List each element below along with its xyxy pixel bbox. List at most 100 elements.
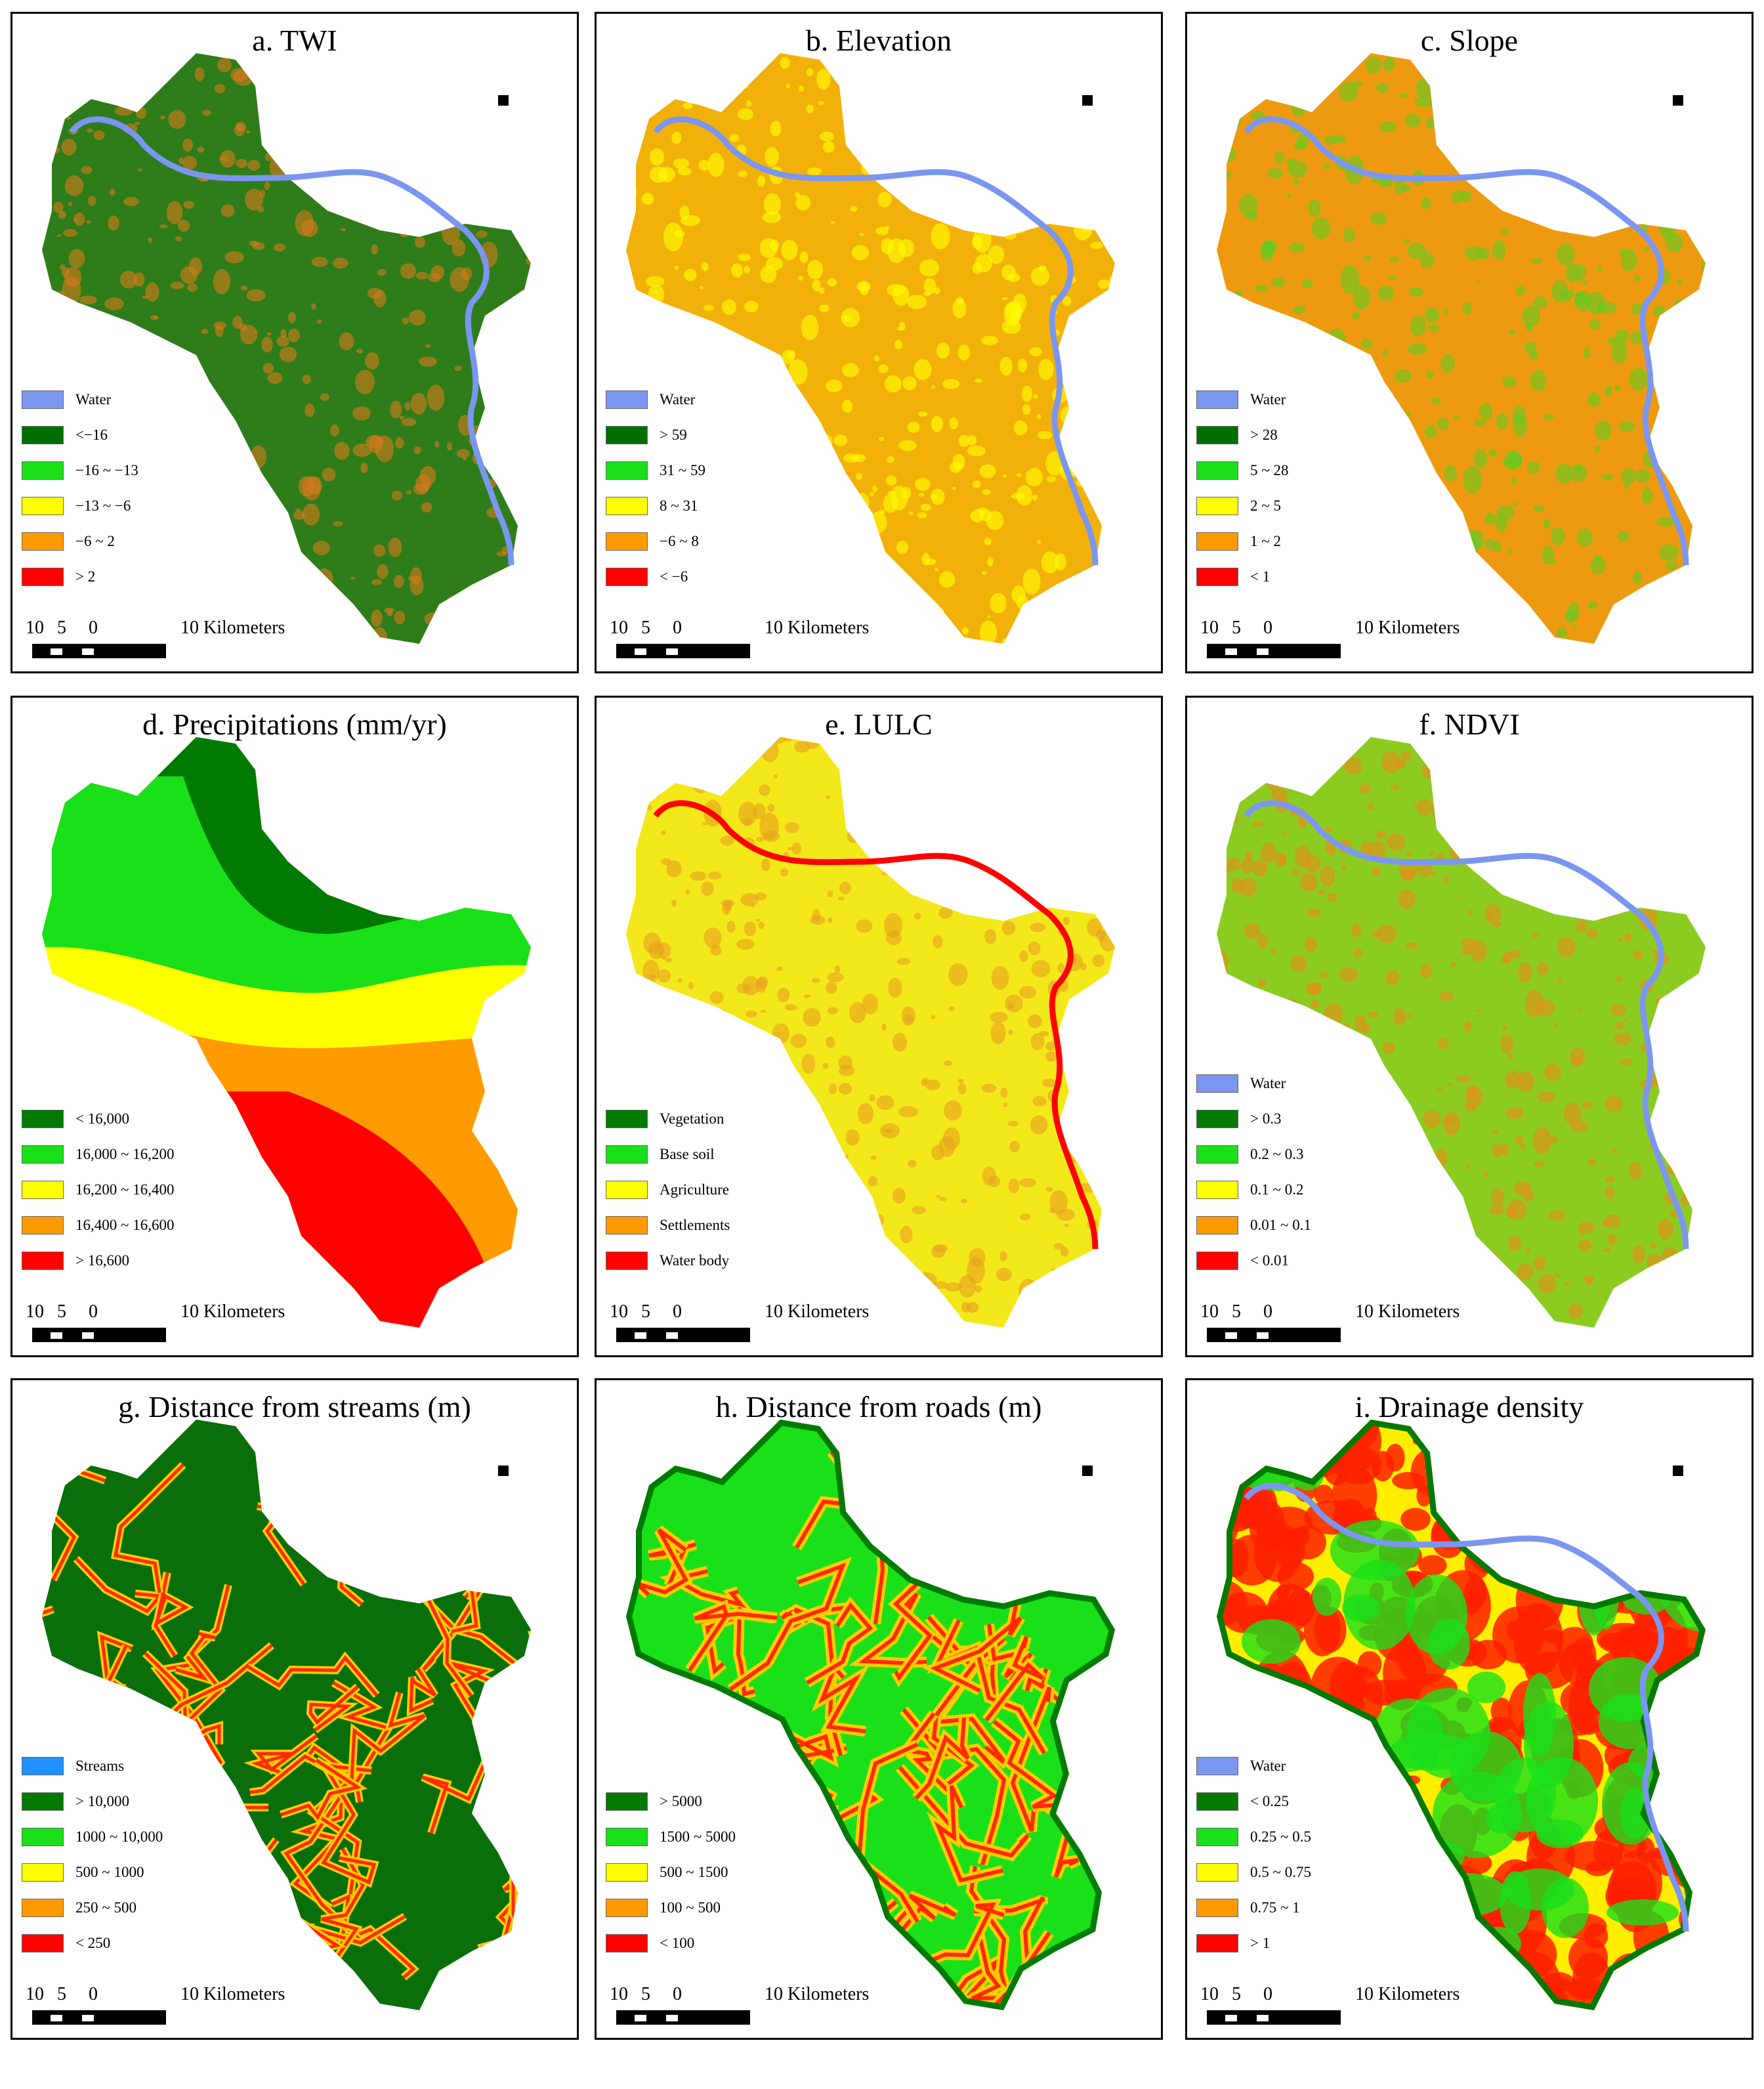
raster-patch — [1311, 217, 1331, 240]
raster-patch — [1113, 993, 1115, 1010]
raster-patch — [1092, 490, 1099, 496]
raster-patch — [1637, 1431, 1667, 1463]
raster-patch — [1437, 1088, 1443, 1092]
raster-patch — [666, 860, 682, 877]
raster-patch — [401, 417, 417, 427]
raster-patch — [1041, 1078, 1057, 1087]
raster-patch — [1502, 376, 1517, 388]
raster-patch — [413, 483, 429, 495]
raster-patch — [1217, 873, 1220, 878]
raster-patch — [1382, 349, 1389, 357]
raster-patch — [1549, 1210, 1566, 1221]
raster-patch — [1626, 1438, 1674, 1477]
raster-patch — [1286, 325, 1299, 342]
legend-label: 0.01 ~ 0.1 — [1250, 1217, 1311, 1233]
raster-patch — [785, 822, 799, 833]
raster-patch — [1006, 160, 1014, 165]
raster-patch — [1570, 1047, 1586, 1065]
raster-patch — [1593, 446, 1601, 452]
legend-swatch — [22, 1934, 64, 1952]
raster-patch — [658, 969, 671, 983]
raster-patch — [1492, 1129, 1498, 1135]
raster-patch — [1475, 828, 1483, 834]
stream-buffer — [417, 1498, 517, 1591]
raster-patch — [1505, 1107, 1524, 1120]
raster-patch — [1665, 561, 1678, 570]
raster-patch — [1227, 977, 1237, 992]
raster-patch — [1463, 465, 1482, 494]
raster-patch — [702, 822, 708, 826]
raster-patch — [1376, 83, 1390, 93]
raster-patch — [476, 589, 484, 598]
raster-patch — [1582, 81, 1602, 110]
raster-patch — [1632, 570, 1643, 585]
raster-patch — [1655, 1072, 1672, 1090]
raster-patch — [1090, 242, 1103, 249]
raster-patch — [994, 829, 1005, 841]
legend-label: Water — [75, 391, 112, 408]
raster-patch — [750, 902, 755, 908]
raster-patch — [647, 805, 652, 811]
raster-patch — [656, 374, 667, 381]
raster-patch — [388, 538, 402, 557]
road-buffer — [626, 1769, 669, 1788]
raster-patch — [643, 793, 651, 801]
raster-patch — [829, 1083, 837, 1095]
raster-patch — [1668, 1473, 1706, 1528]
raster-patch — [1614, 329, 1630, 343]
raster-patch — [826, 795, 831, 799]
raster-patch — [1574, 291, 1592, 312]
raster-patch — [492, 606, 497, 611]
raster-patch — [1552, 770, 1566, 781]
scale-bar-graphic — [32, 644, 166, 658]
raster-patch — [1593, 772, 1603, 777]
raster-patch — [1456, 1075, 1471, 1083]
raster-patch — [365, 352, 379, 370]
raster-patch — [1240, 858, 1255, 874]
raster-patch — [703, 305, 715, 311]
raster-patch — [1493, 595, 1501, 602]
raster-patch — [761, 739, 779, 763]
raster-patch — [1377, 285, 1395, 301]
raster-patch — [827, 890, 833, 898]
stream-buffer — [280, 1758, 362, 1821]
raster-patch — [391, 490, 403, 501]
raster-patch — [1531, 880, 1551, 902]
legend-label: > 28 — [1250, 427, 1278, 443]
road-buffer — [856, 1742, 919, 1923]
raster-patch — [68, 376, 85, 390]
raster-patch — [1606, 1899, 1679, 1926]
legend-item: −16 ~ −13 — [22, 460, 297, 481]
raster-patch — [799, 251, 808, 264]
legend-swatch — [606, 1899, 648, 1917]
legend-swatch — [606, 1828, 648, 1846]
legend-item: Water body — [606, 1250, 881, 1271]
raster-patch — [981, 335, 998, 346]
raster-patch — [1551, 527, 1565, 545]
raster-patch — [1596, 902, 1610, 921]
raster-patch — [941, 111, 948, 116]
raster-patch — [1428, 851, 1435, 856]
raster-patch — [982, 1166, 996, 1186]
raster-patch — [1271, 277, 1286, 287]
map-panel: h. Distance from roads (m) > 5000 1500 ~ 5… — [595, 1378, 1163, 2040]
raster-patch — [1253, 1014, 1268, 1024]
raster-patch — [1463, 1021, 1473, 1032]
raster-patch — [934, 287, 940, 295]
raster-patch — [1259, 360, 1278, 382]
raster-patch — [1246, 1699, 1267, 1723]
raster-patch — [1661, 1246, 1679, 1270]
panel-title: e. LULC — [825, 707, 933, 741]
stream-buffer — [516, 1628, 531, 1768]
raster-patch — [1628, 1542, 1652, 1572]
scale-unit-label: 10 Kilometers — [765, 1301, 870, 1322]
raster-patch — [1097, 745, 1109, 761]
raster-patch — [1350, 603, 1364, 616]
raster-patch — [104, 297, 124, 310]
raster-patch — [856, 281, 871, 291]
raster-patch — [255, 70, 274, 89]
raster-patch — [1577, 98, 1590, 108]
raster-patch — [1565, 1530, 1582, 1542]
raster-patch — [847, 828, 860, 843]
raster-patch — [1088, 1273, 1097, 1280]
